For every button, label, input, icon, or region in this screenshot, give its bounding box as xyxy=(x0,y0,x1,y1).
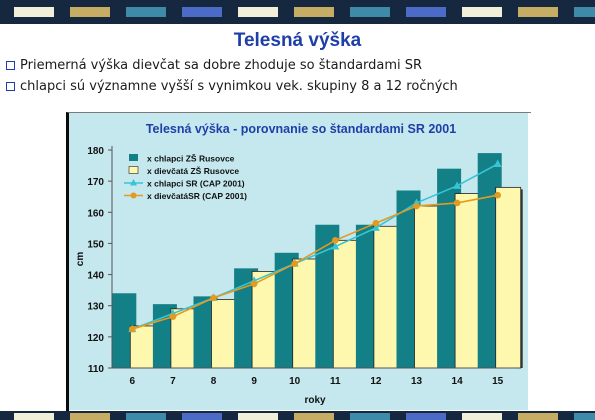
decoration-block xyxy=(238,413,278,420)
decoration-block xyxy=(518,7,558,17)
bar-girls xyxy=(373,225,400,369)
legend-swatch xyxy=(129,154,138,161)
decoration-block xyxy=(518,413,558,420)
line-girls-sr xyxy=(132,194,498,330)
decoration-block xyxy=(14,7,54,17)
marker-boys-sr xyxy=(453,181,462,189)
y-tick-label: 110 xyxy=(88,364,105,375)
decoration-block xyxy=(574,413,595,420)
bar-girls xyxy=(332,239,359,369)
marker-girls-sr xyxy=(332,237,339,244)
decoration-block xyxy=(70,413,110,420)
line-boys-sr xyxy=(132,163,499,330)
marker-girls-sr xyxy=(453,199,461,207)
marker-boys-sr xyxy=(331,242,340,250)
x-tick-label: 6 xyxy=(130,376,136,387)
chart-frame: Telesná výška - porovnanie so štandardam… xyxy=(66,112,531,411)
bar-girls xyxy=(454,193,481,369)
decoration-block xyxy=(238,7,278,17)
marker-boys-sr xyxy=(493,159,502,168)
bullet-text: Priemerná výška dievčat sa dobre zhoduje… xyxy=(20,58,423,73)
decoration-block xyxy=(294,413,334,420)
x-tick-label: 13 xyxy=(411,376,423,387)
decoration-block xyxy=(126,413,166,420)
marker-girls-sr xyxy=(291,260,298,267)
decoration-block xyxy=(182,7,222,17)
marker-girls-sr xyxy=(129,325,136,333)
marker-girls-sr xyxy=(413,202,420,210)
marker-girls-sr xyxy=(494,191,502,199)
square-bullet-icon xyxy=(6,61,15,70)
slide-title: Telesná výška xyxy=(233,30,362,51)
x-tick-label: 12 xyxy=(370,376,382,387)
decoration-block xyxy=(14,413,54,420)
x-tick-label: 14 xyxy=(452,376,464,387)
y-tick-label: 160 xyxy=(87,208,104,219)
x-tick-label: 8 xyxy=(211,376,217,387)
decoration-block xyxy=(350,7,390,17)
decoration-block xyxy=(406,7,446,17)
x-tick-label: 10 xyxy=(289,376,301,387)
y-tick-label: 120 xyxy=(87,333,104,344)
marker-boys-sr xyxy=(371,223,380,231)
x-axis-label: roky xyxy=(304,395,326,406)
marker-girls-sr xyxy=(169,313,177,320)
y-tick-label: 180 xyxy=(87,146,104,157)
decoration-block xyxy=(462,7,502,17)
decoration-block xyxy=(350,413,390,420)
decoration-block xyxy=(574,7,595,17)
y-tick-label: 130 xyxy=(87,302,104,313)
chart-title: Telesná výška - porovnanie so štandardam… xyxy=(146,122,456,136)
bullet-text: chlapci sú významne vyšší s vynimkou vek… xyxy=(20,79,458,94)
y-tick-label: 150 xyxy=(87,239,104,250)
legend-marker xyxy=(130,179,137,186)
decoration-block xyxy=(406,413,446,420)
x-tick-label: 9 xyxy=(251,376,257,387)
legend-label: x dievčatáSR (CAP 2001) xyxy=(147,191,247,201)
legend-marker xyxy=(130,192,137,199)
x-tick-label: 11 xyxy=(330,376,341,387)
bar-girls xyxy=(251,271,278,369)
y-tick-label: 170 xyxy=(87,177,104,188)
marker-girls-sr xyxy=(210,294,217,302)
legend-label: x dievčatá ZŠ Rusovce xyxy=(147,165,239,176)
decoration-block xyxy=(462,413,502,420)
decoration-block xyxy=(182,413,222,420)
bar-girls xyxy=(211,299,237,369)
decoration-block xyxy=(126,7,166,17)
marker-girls-sr xyxy=(250,280,258,288)
y-axis-label: cm xyxy=(75,252,86,267)
y-tick-label: 140 xyxy=(87,271,104,282)
marker-girls-sr xyxy=(372,219,380,227)
bullet-item: chlapci sú významne vyšší s vynimkou vek… xyxy=(6,79,458,94)
bar-girls-shadow xyxy=(520,189,523,368)
bar-girls xyxy=(129,325,156,369)
legend-label: x chlapci SR (CAP 2001) xyxy=(147,179,245,189)
x-tick-label: 7 xyxy=(170,376,176,387)
decoration-block xyxy=(294,7,334,17)
bar-girls xyxy=(495,186,522,369)
bar-girls xyxy=(292,258,319,369)
legend-swatch xyxy=(128,166,139,174)
x-tick-label: 15 xyxy=(492,376,504,387)
height-comparison-chart: Telesná výška - porovnanie so štandardam… xyxy=(69,113,528,410)
bar-girls xyxy=(414,205,440,369)
decoration-block xyxy=(70,7,110,17)
bullet-item: Priemerná výška dievčat sa dobre zhoduje… xyxy=(6,58,422,73)
legend-label: x chlapci ZŠ Rusovce xyxy=(147,153,235,164)
square-bullet-icon xyxy=(6,82,15,91)
